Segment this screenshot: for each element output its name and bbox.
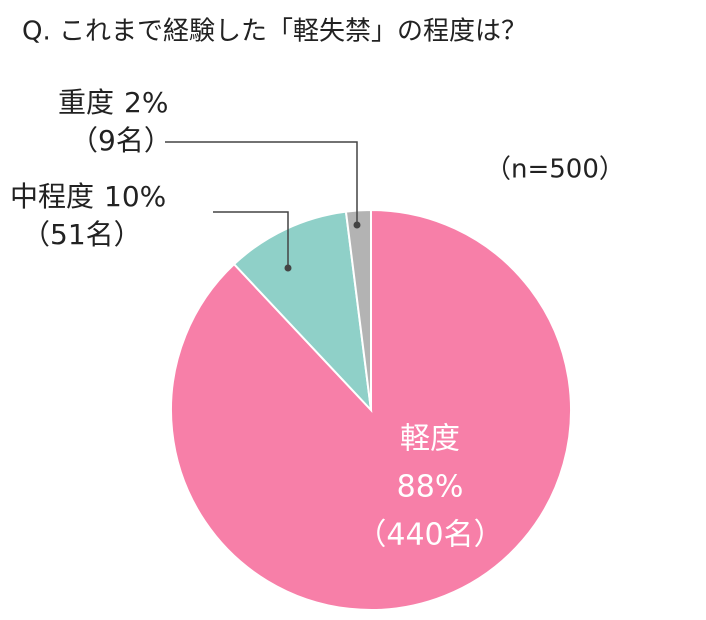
pie-slice [344,208,372,411]
slice-count: （51名） [22,218,142,251]
pie-slice [232,210,373,413]
leader-dot [284,264,292,272]
slice-label: 重度 2% [58,86,168,119]
slice-percent: 88% [397,470,464,505]
slice-name: 軽度 [400,422,460,457]
slice-count: （440名） [356,518,503,553]
slice-percent: 2% [124,86,168,119]
leader-dot [353,221,361,229]
chart-title: Q. これまで経験した「軽失禁」の程度は？ [22,17,527,47]
slice-count: （9名） [70,124,172,157]
leader-line [165,141,358,225]
slice-name: 重度 [58,86,114,119]
pie-slice [170,208,572,611]
slice-label: 中程度 10% [10,180,166,213]
slice-percent: 10% [104,180,166,213]
leader-line [213,211,289,268]
slice-name: 中程度 [10,180,94,213]
sample-note: （n=500） [485,155,625,185]
